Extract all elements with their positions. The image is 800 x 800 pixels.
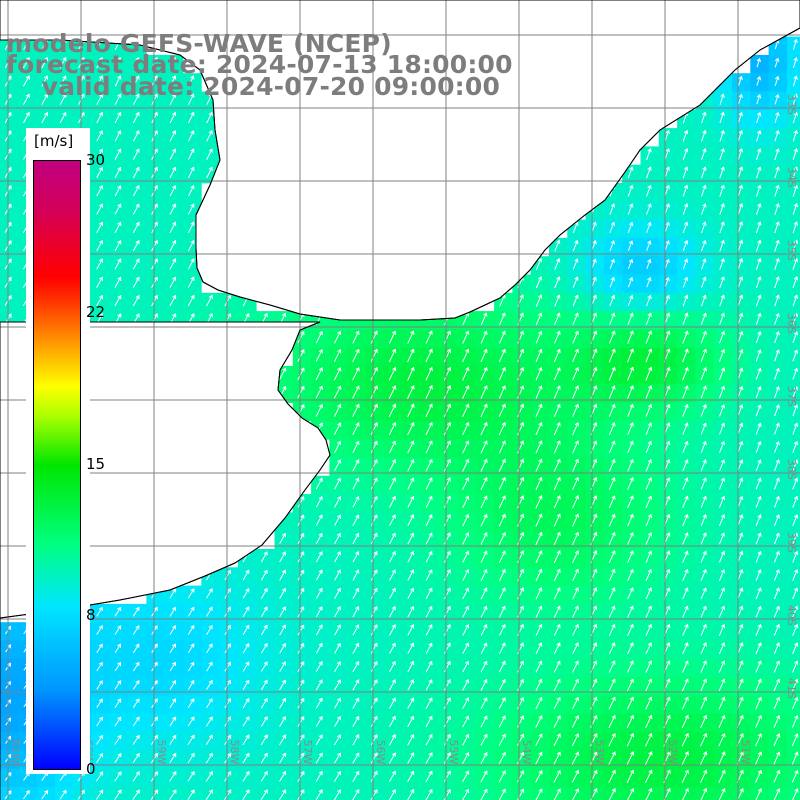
longitude-label: 59W [155, 740, 168, 765]
valid-date: valid date: 2024-07-20 09:00:00 [6, 72, 501, 101]
longitude-label: 51W [739, 740, 752, 765]
latitude-label: 33S [785, 94, 798, 115]
latitude-label: 39S [785, 532, 798, 553]
longitude-label: 58W [228, 740, 241, 765]
longitude-label: 61W [9, 740, 22, 765]
colorbar-tick: 30 [86, 151, 106, 169]
longitude-label: 52W [666, 740, 679, 765]
colorbar-tick: 22 [86, 303, 106, 321]
latitude-label: 41S [785, 678, 798, 699]
latitude-label: 40S [785, 605, 798, 626]
longitude-label: 54W [520, 740, 533, 765]
wind-speed-field [0, 36, 800, 800]
wind-arrows [4, 38, 799, 800]
longitude-label: 55W [447, 740, 460, 765]
latitude-label: 35S [785, 240, 798, 261]
colorbar-tick: 8 [86, 606, 96, 624]
colorbar-unit: [m/s] [34, 132, 74, 150]
latitude-label: 36S [785, 313, 798, 334]
colorbar-tick: 15 [86, 455, 106, 473]
latitude-label: 34S [785, 167, 798, 188]
longitude-label: 57W [301, 740, 314, 765]
forecast-date: forecast date: 2024-07-13 18:00:00 [6, 50, 513, 79]
longitude-label: 53W [593, 740, 606, 765]
longitude-label: 56W [374, 740, 387, 765]
coastline-south [0, 321, 331, 800]
latitude-label: 37S [785, 386, 798, 407]
model-title: modelo GEFS-WAVE (NCEP) [6, 29, 392, 58]
colorbar [33, 160, 81, 770]
coastline-north [0, 0, 800, 321]
latitude-label: 38S [785, 459, 798, 480]
colorbar-tick: 0 [86, 760, 96, 778]
